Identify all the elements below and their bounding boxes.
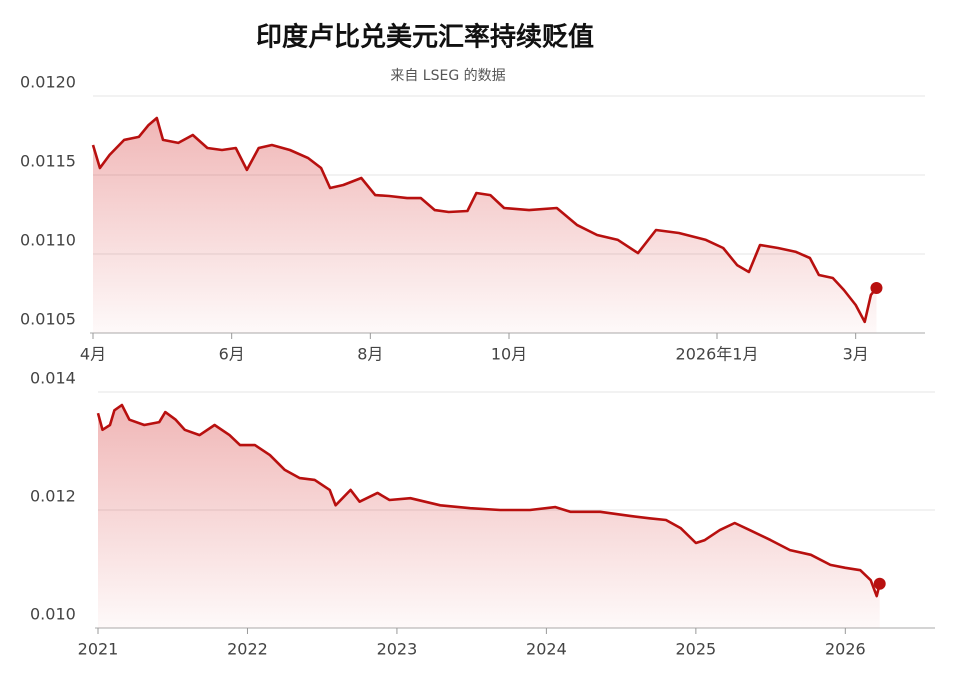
y-tick-label: 0.012 xyxy=(30,487,76,506)
x-tick-label: 2022 xyxy=(227,640,268,659)
end-marker xyxy=(870,281,883,294)
y-tick-label: 0.010 xyxy=(30,605,76,624)
line xyxy=(91,116,878,324)
y-tick-label: 0.0110 xyxy=(20,231,76,250)
end-marker xyxy=(873,577,886,590)
x-tick-label: 10月 xyxy=(491,345,527,364)
y-tick-label: 0.0120 xyxy=(20,73,76,92)
area xyxy=(93,118,877,333)
x-tick-label: 8月 xyxy=(357,345,383,364)
chart-title: 印度卢比兑美元汇率持续贬值 xyxy=(256,22,594,53)
y-tick-label: 0.0105 xyxy=(20,310,76,329)
x-tick-label: 2025 xyxy=(675,640,716,659)
y-tick-label: 0.0115 xyxy=(20,152,76,171)
line xyxy=(96,403,881,598)
chart-subtitle: 来自 LSEG 的数据 xyxy=(390,68,505,84)
x-tick-label: 2024 xyxy=(526,640,567,659)
x-tick-label: 2026年1月 xyxy=(676,345,759,364)
x-tick-label: 2023 xyxy=(377,640,418,659)
x-tick-label: 2021 xyxy=(78,640,119,659)
x-tick-label: 3月 xyxy=(843,345,869,364)
area xyxy=(98,405,880,628)
x-tick-label: 2026 xyxy=(825,640,866,659)
x-tick-label: 4月 xyxy=(80,345,106,364)
x-tick-label: 6月 xyxy=(219,345,245,364)
y-tick-label: 0.014 xyxy=(30,369,76,388)
